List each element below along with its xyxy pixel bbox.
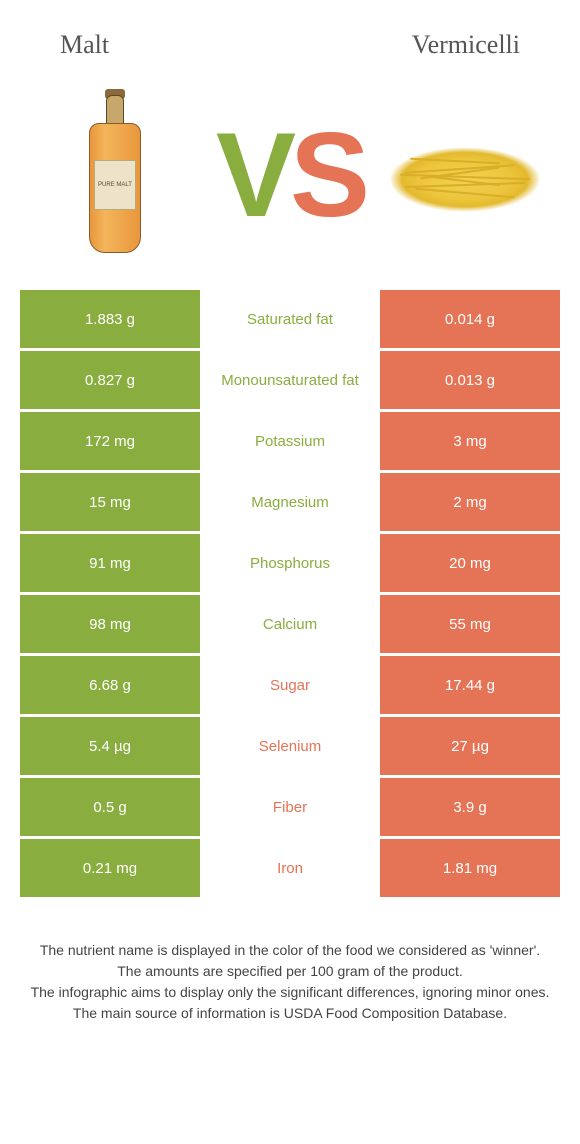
left-value: 0.827 g — [20, 351, 200, 409]
nutrient-label: Selenium — [200, 717, 380, 775]
footer-line: The nutrient name is displayed in the co… — [30, 940, 550, 961]
nutrient-label: Saturated fat — [200, 290, 380, 348]
right-value: 3 mg — [380, 412, 560, 470]
nutrient-label: Monounsaturated fat — [200, 351, 380, 409]
left-value: 15 mg — [20, 473, 200, 531]
right-value: 27 µg — [380, 717, 560, 775]
table-row: 98 mgCalcium55 mg — [20, 595, 560, 653]
right-value: 55 mg — [380, 595, 560, 653]
bottle-label: PURE MALT — [94, 160, 136, 210]
left-food-title: Malt — [60, 30, 109, 60]
footer-notes: The nutrient name is displayed in the co… — [0, 900, 580, 1024]
nutrient-label: Sugar — [200, 656, 380, 714]
left-value: 98 mg — [20, 595, 200, 653]
vermicelli-icon — [390, 130, 540, 220]
nutrient-label: Phosphorus — [200, 534, 380, 592]
right-value: 20 mg — [380, 534, 560, 592]
table-row: 0.21 mgIron1.81 mg — [20, 839, 560, 897]
footer-line: The amounts are specified per 100 gram o… — [30, 961, 550, 982]
nutrient-label: Magnesium — [200, 473, 380, 531]
nutrient-label: Calcium — [200, 595, 380, 653]
nutrient-label: Fiber — [200, 778, 380, 836]
table-row: 1.883 gSaturated fat0.014 g — [20, 290, 560, 348]
table-row: 6.68 gSugar17.44 g — [20, 656, 560, 714]
nutrient-label: Potassium — [200, 412, 380, 470]
vs-s: S — [290, 108, 364, 242]
left-value: 1.883 g — [20, 290, 200, 348]
right-value: 17.44 g — [380, 656, 560, 714]
right-value: 3.9 g — [380, 778, 560, 836]
left-value: 91 mg — [20, 534, 200, 592]
left-value: 5.4 µg — [20, 717, 200, 775]
table-row: 172 mgPotassium3 mg — [20, 412, 560, 470]
table-row: 0.827 gMonounsaturated fat0.013 g — [20, 351, 560, 409]
footer-line: The main source of information is USDA F… — [30, 1003, 550, 1024]
left-value: 0.21 mg — [20, 839, 200, 897]
left-value: 6.68 g — [20, 656, 200, 714]
left-value: 0.5 g — [20, 778, 200, 836]
hero-row: PURE MALT VS — [0, 70, 580, 290]
table-row: 15 mgMagnesium2 mg — [20, 473, 560, 531]
vs-label: VS — [216, 115, 364, 235]
left-food-image: PURE MALT — [40, 90, 190, 260]
right-food-title: Vermicelli — [412, 30, 520, 60]
header: Malt Vermicelli — [0, 0, 580, 70]
table-row: 5.4 µgSelenium27 µg — [20, 717, 560, 775]
right-value: 1.81 mg — [380, 839, 560, 897]
footer-line: The infographic aims to display only the… — [30, 982, 550, 1003]
right-value: 0.013 g — [380, 351, 560, 409]
right-value: 2 mg — [380, 473, 560, 531]
nutrient-label: Iron — [200, 839, 380, 897]
table-row: 91 mgPhosphorus20 mg — [20, 534, 560, 592]
vs-v: V — [216, 108, 290, 242]
left-value: 172 mg — [20, 412, 200, 470]
right-value: 0.014 g — [380, 290, 560, 348]
malt-bottle-icon: PURE MALT — [87, 95, 143, 255]
right-food-image — [390, 90, 540, 260]
comparison-table: 1.883 gSaturated fat0.014 g0.827 gMonoun… — [0, 290, 580, 897]
table-row: 0.5 gFiber3.9 g — [20, 778, 560, 836]
